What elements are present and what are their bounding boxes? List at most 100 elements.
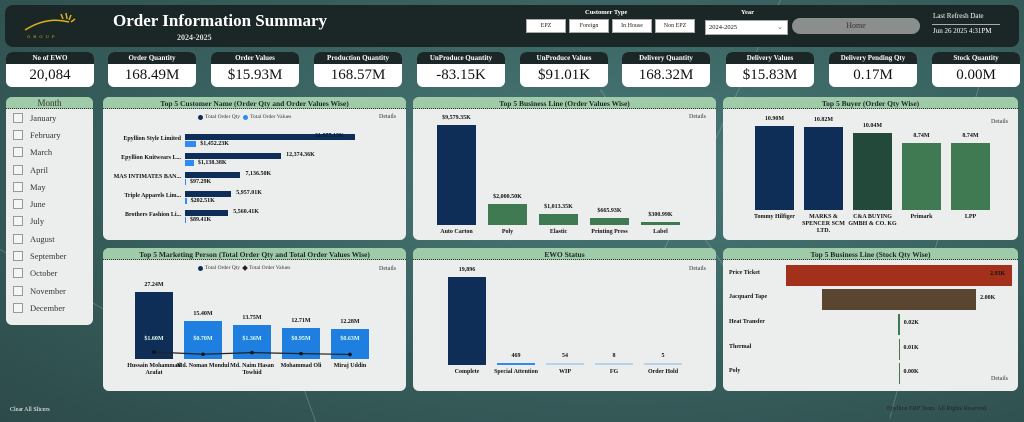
month-label: December xyxy=(30,302,65,313)
panel-top-marketing-person: Top 5 Marketing Person (Total Order Qty … xyxy=(103,248,406,391)
month-list: January February March April May June July Augu… xyxy=(6,109,93,317)
panel-title: EWO Status xyxy=(413,248,716,260)
customer-type-foreign[interactable]: Foreign xyxy=(569,19,609,33)
refresh-divider xyxy=(932,24,1000,25)
category-label: Miraj Uddin xyxy=(333,363,367,369)
panel-title: Top 5 Marketing Person (Total Order Qty … xyxy=(103,248,406,260)
month-checkbox[interactable] xyxy=(13,181,23,192)
data-label: 0.01K xyxy=(903,345,919,351)
month-checkbox[interactable] xyxy=(13,268,23,279)
bar-order-qty xyxy=(331,328,369,359)
bar-stock xyxy=(898,363,900,384)
details-link[interactable]: Details xyxy=(689,266,706,272)
customer-type-non-epz[interactable]: Non EPZ xyxy=(655,19,695,33)
data-label-values: $1.60M xyxy=(144,336,164,342)
month-label: April xyxy=(30,164,48,175)
month-option[interactable]: July xyxy=(6,213,93,230)
kpi-card: UnProduce Quantity -83.15K xyxy=(417,52,505,87)
month-checkbox[interactable] xyxy=(13,302,23,313)
data-label-values: $1.36M xyxy=(242,336,262,342)
panel-top-stock: Top 5 Business Line (Stock Qty Wise) Det… xyxy=(723,248,1018,391)
year-dropdown[interactable]: 2024-2025 ⌄ xyxy=(705,20,788,35)
bar xyxy=(853,132,892,210)
category-label: Epyllion Knitwears L... xyxy=(121,155,181,161)
month-option[interactable]: November xyxy=(6,282,93,299)
bar-label-qty: 5,560.41K xyxy=(233,209,259,215)
data-label: $2,000.50K xyxy=(493,194,522,201)
month-checkbox[interactable] xyxy=(13,233,23,244)
month-option[interactable]: April xyxy=(6,161,93,178)
month-checkbox[interactable] xyxy=(13,129,23,140)
month-option[interactable]: January xyxy=(6,109,93,126)
kpi-value: 168.32M xyxy=(638,67,694,83)
month-checkbox[interactable] xyxy=(13,164,23,175)
month-checkbox[interactable] xyxy=(13,285,23,296)
kpi-card: Delivery Quantity 168.32M xyxy=(622,52,710,87)
data-label-values: $0.63M xyxy=(340,336,360,342)
category-label: Triple Apparels Lim... xyxy=(124,193,181,199)
kpi-label: Delivery Values xyxy=(726,52,814,64)
kpi-value: 0.00M xyxy=(956,67,996,83)
details-link[interactable]: Details xyxy=(689,114,706,120)
data-label: 0.00K xyxy=(903,369,919,375)
category-label: MAS INTIMATES BAN... xyxy=(113,174,181,180)
kpi-value: -83.15K xyxy=(436,67,486,83)
bar xyxy=(595,363,633,365)
month-option[interactable]: August xyxy=(6,230,93,247)
month-label: October xyxy=(30,268,58,279)
month-label: March xyxy=(30,147,53,158)
details-link[interactable]: Details xyxy=(379,266,396,272)
month-label: January xyxy=(30,112,57,123)
kpi-label: Stock Quantity xyxy=(932,52,1020,64)
month-option[interactable]: October xyxy=(6,265,93,282)
bar-stock xyxy=(898,339,900,360)
month-option[interactable]: June xyxy=(6,195,93,212)
month-option[interactable]: March xyxy=(6,144,93,161)
kpi-label: Delivery Quantity xyxy=(622,52,710,64)
data-label-qty: 27.24M xyxy=(144,282,164,288)
bar-label-values: $1,138.38K xyxy=(197,160,227,166)
month-slicer: Month January February March April May June Ju… xyxy=(6,97,93,325)
year-value: 2024-2025 xyxy=(709,24,738,31)
month-option[interactable]: February xyxy=(6,126,93,143)
month-option[interactable]: May xyxy=(6,178,93,195)
category-label: Primark xyxy=(910,214,933,220)
category-label: Md. Noman Mondul xyxy=(176,363,230,369)
month-option[interactable]: September xyxy=(6,247,93,264)
legend-dot-values xyxy=(243,114,249,120)
data-label: 5 xyxy=(661,353,665,359)
bar-order-qty xyxy=(282,327,320,359)
copyright-text: Epyllion ERP Team. All Rights Reserved. xyxy=(887,406,988,412)
data-label: 8 xyxy=(612,353,616,359)
details-link[interactable]: Details xyxy=(379,114,396,120)
bar xyxy=(755,126,794,210)
details-link[interactable]: Details xyxy=(991,119,1008,125)
bar-order-qty xyxy=(185,153,282,159)
clear-all-slicers-button[interactable]: Clear All Slicers xyxy=(10,407,50,413)
data-label: 8.74M xyxy=(962,132,979,139)
month-checkbox[interactable] xyxy=(13,199,23,210)
month-checkbox[interactable] xyxy=(13,147,23,158)
month-label: August xyxy=(30,233,55,244)
category-label: Auto Carton xyxy=(440,229,473,235)
month-label: February xyxy=(30,129,61,140)
logo-text: GROUP xyxy=(27,34,58,39)
month-option[interactable]: December xyxy=(6,299,93,316)
month-checkbox[interactable] xyxy=(13,251,23,262)
category-label: Label xyxy=(653,229,668,235)
details-link[interactable]: Details xyxy=(991,376,1008,382)
bar xyxy=(951,142,990,210)
bar-stock xyxy=(786,265,1012,286)
category-label: FG xyxy=(609,369,619,375)
data-label-qty: 15.40M xyxy=(193,311,213,318)
bar-label-qty: 7,136.50K xyxy=(245,171,272,177)
month-checkbox[interactable] xyxy=(13,216,23,227)
bar-order-qty xyxy=(185,134,355,140)
customer-type-in-house[interactable]: In House xyxy=(612,19,652,33)
customer-type-epz[interactable]: EPZ xyxy=(526,19,566,33)
year-label: Year xyxy=(741,9,754,16)
panel-title: Top 5 Buyer (Order Qty Wise) xyxy=(723,97,1018,109)
kpi-card: No of EWO 20,084 xyxy=(6,52,94,87)
month-checkbox[interactable] xyxy=(13,112,23,123)
home-button[interactable]: Home xyxy=(792,18,920,34)
